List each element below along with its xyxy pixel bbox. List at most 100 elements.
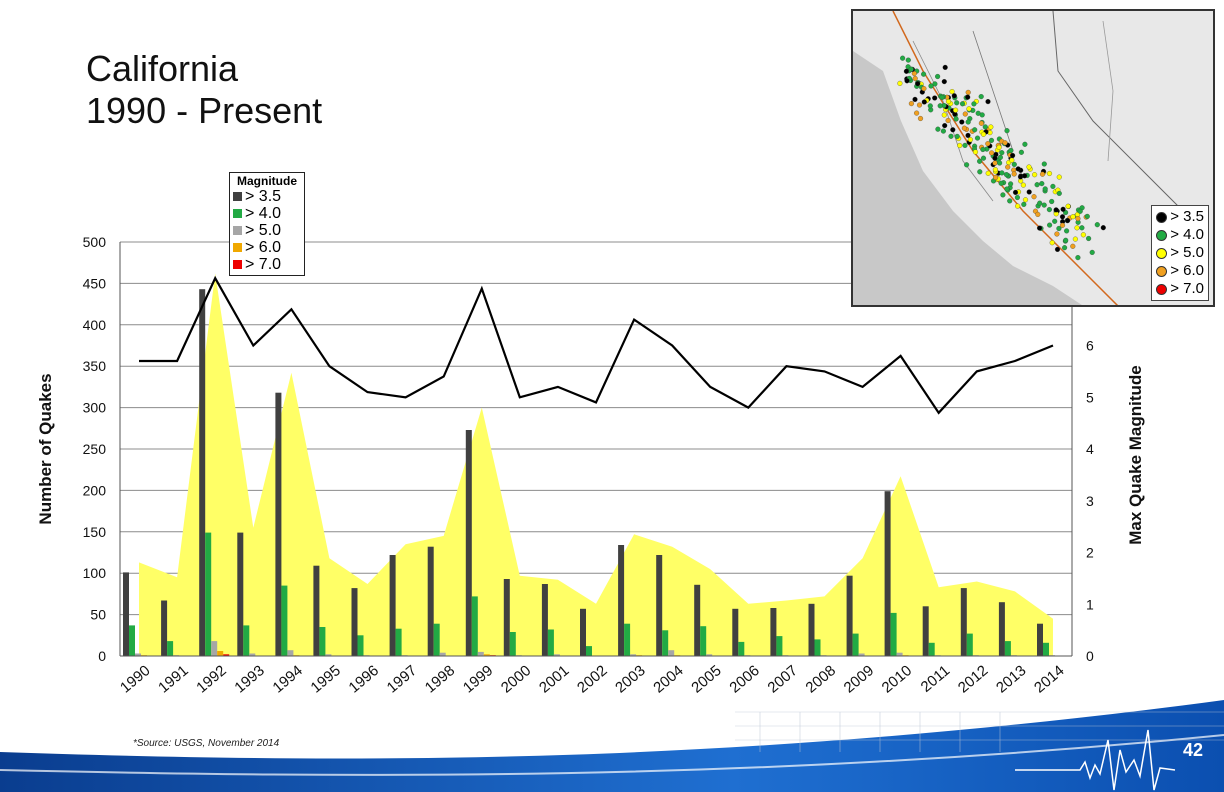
- quake-dots: [897, 55, 1106, 261]
- x-tick-label: 2014: [1031, 662, 1067, 696]
- quake-dot: [935, 126, 941, 132]
- bar-40-1991: [167, 641, 174, 656]
- map-legend: > 3.5 > 4.0 > 5.0 > 6.0 > 7.0: [1151, 205, 1209, 301]
- quake-dot: [1042, 186, 1048, 192]
- x-tick-label: 2004: [650, 662, 686, 696]
- quake-dot: [1047, 222, 1053, 228]
- quake-dot: [908, 101, 914, 107]
- quake-dot: [1032, 172, 1038, 178]
- quake-dot: [1100, 225, 1106, 231]
- quake-dot: [980, 155, 987, 161]
- x-tick-label: 1991: [155, 662, 191, 696]
- y-axis-label: Number of Quakes: [36, 373, 55, 524]
- quake-dot: [1011, 161, 1017, 167]
- quake-dot: [962, 142, 968, 148]
- quake-dot: [985, 99, 991, 105]
- quake-dot: [1049, 240, 1055, 246]
- bar-40-1993: [243, 625, 250, 656]
- quake-dot: [1000, 192, 1006, 198]
- x-tick-label: 2005: [688, 662, 724, 696]
- bar-50-1990: [135, 653, 141, 656]
- quake-dot: [964, 162, 970, 168]
- quake-dot: [921, 71, 927, 77]
- quake-dot: [935, 73, 941, 80]
- y-tick-label: 400: [83, 317, 107, 333]
- quake-dot: [989, 150, 995, 156]
- quake-dot: [954, 133, 960, 139]
- bar-35-1999: [465, 430, 472, 656]
- quake-dot: [1022, 173, 1028, 179]
- quake-dot: [1041, 202, 1047, 208]
- legend-label: > 6.0: [245, 239, 282, 256]
- bar-35-2000: [503, 579, 510, 656]
- legend-item: > 7.0: [233, 256, 301, 273]
- quake-dot: [1004, 128, 1010, 134]
- quake-dot: [1056, 190, 1062, 196]
- quake-dot: [1003, 172, 1010, 178]
- quake-dot: [916, 102, 923, 108]
- quake-dot: [917, 115, 924, 122]
- quake-dot: [1074, 225, 1080, 231]
- quake-dot: [965, 132, 971, 138]
- quake-dot: [1015, 166, 1021, 172]
- quake-dot: [1046, 170, 1053, 177]
- quake-dot: [980, 146, 986, 153]
- quake-dot: [951, 93, 957, 99]
- quake-dot: [915, 81, 921, 87]
- x-tick-label: 1993: [231, 662, 267, 696]
- legend-label: > 3.5: [245, 188, 282, 205]
- quake-dot: [992, 160, 998, 166]
- quake-dot: [1059, 214, 1066, 220]
- quake-dot: [977, 158, 983, 164]
- bar-35-1993: [237, 532, 244, 656]
- quake-dot: [903, 68, 909, 74]
- bar-40-2005: [700, 626, 707, 656]
- bar-40-1997: [395, 628, 402, 656]
- quake-dot: [949, 89, 955, 95]
- quake-dot: [982, 124, 988, 130]
- quake-dot: [1007, 198, 1013, 204]
- bar-40-2008: [814, 639, 821, 656]
- map-legend-label: > 4.0: [1170, 226, 1204, 243]
- bar-70-1992: [223, 654, 230, 656]
- quake-dot: [932, 95, 938, 101]
- quake-dot: [900, 55, 906, 61]
- x-tick-label: 1994: [269, 662, 305, 696]
- x-tick-label: 2000: [498, 662, 534, 696]
- x-tick-label: 1995: [307, 662, 343, 696]
- bar-35-2012: [960, 588, 967, 656]
- bar-35-2003: [618, 545, 625, 656]
- bar-35-2002: [580, 608, 586, 656]
- bar-60-1999: [483, 654, 490, 656]
- bar-40-2007: [776, 636, 783, 656]
- bar-50-2003: [630, 654, 637, 656]
- bar-35-2009: [846, 575, 853, 656]
- bar-40-1996: [357, 635, 364, 656]
- bar-50-2001: [553, 654, 560, 656]
- quake-dot: [912, 75, 918, 82]
- quake-dot: [1059, 222, 1066, 228]
- quake-dot: [966, 106, 972, 112]
- bar-35-2007: [770, 608, 777, 656]
- bar-50-2009: [858, 653, 865, 656]
- quake-dot: [1054, 246, 1061, 252]
- map-legend-label: > 7.0: [1170, 280, 1204, 297]
- bar-35-2014: [1037, 623, 1043, 656]
- title-line-1: California: [86, 48, 239, 89]
- quake-dot: [985, 170, 991, 176]
- quake-dot: [1075, 255, 1081, 261]
- x-tick-label: 2011: [918, 662, 954, 696]
- bar-35-1996: [351, 588, 358, 656]
- quake-dot: [992, 155, 998, 161]
- y-tick-label: 50: [90, 607, 106, 623]
- bar-50-1993: [249, 653, 256, 656]
- bar-40-2013: [1004, 641, 1011, 656]
- bar-40-1995: [319, 627, 326, 656]
- bar-35-2005: [694, 584, 701, 656]
- x-tick-label: 1997: [384, 662, 420, 696]
- y2-tick-label: 3: [1086, 493, 1094, 509]
- bar-40-2014: [1043, 642, 1049, 656]
- quake-dot: [1079, 225, 1085, 231]
- quake-dot: [988, 124, 994, 130]
- legend-label: > 4.0: [245, 205, 282, 222]
